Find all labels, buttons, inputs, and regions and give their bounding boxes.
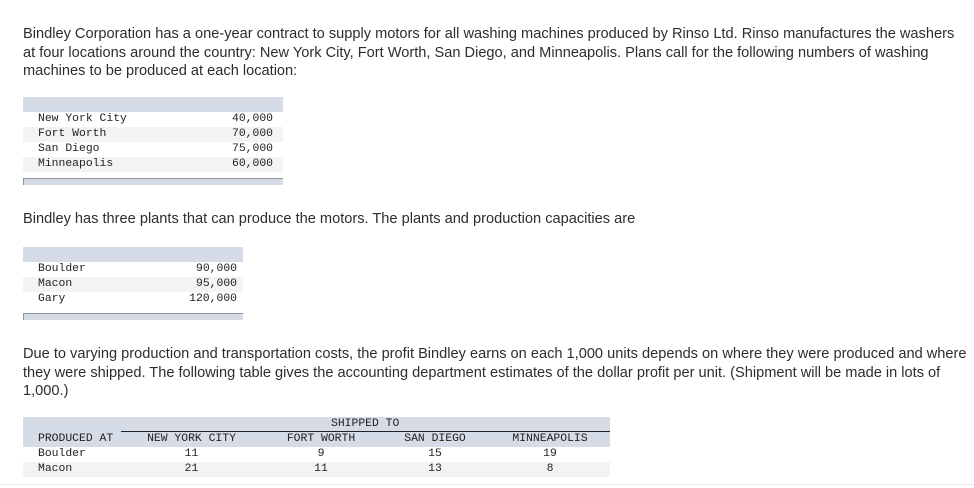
table-row: Macon 95,000 [23,277,243,292]
table-footer-bar [23,178,283,185]
capacity-cell: 120,000 [189,293,237,305]
column-header: NEW YORK CITY [147,433,236,445]
location-cell: Fort Worth [38,128,107,140]
table-column-header-row: PRODUCED AT NEW YORK CITY FORT WORTH SAN… [23,432,610,447]
divider [0,484,974,485]
table-row: Minneapolis 60,000 [23,157,283,172]
plant-cell: Boulder [38,263,86,275]
plant-cell: Macon [38,463,73,475]
table-row: Boulder 90,000 [23,262,243,277]
location-cell: San Diego [38,143,100,155]
table-group-header: SHIPPED TO [23,417,610,432]
location-cell: New York City [38,113,127,125]
profit-cell: 15 [428,448,442,460]
table-header-bar [23,97,283,112]
quantity-cell: 60,000 [231,158,273,170]
plant-cell: Gary [38,293,66,305]
profit-cell: 13 [428,463,442,475]
column-header: FORT WORTH [286,433,356,445]
plant-cell: Boulder [38,448,86,460]
capacity-cell: 90,000 [195,263,237,275]
table-row: Fort Worth 70,000 [23,127,283,142]
profit-cell: 21 [184,463,199,475]
column-header: PRODUCED AT [38,433,114,445]
profit-cell: 11 [314,463,328,475]
table-row: Boulder 11 9 15 19 [23,447,610,462]
intro-paragraph: Bindley Corporation has a one-year contr… [23,26,955,79]
column-header: MINNEAPOLIS [512,433,588,445]
table-row: Macon 21 11 13 8 [23,462,610,477]
profit-table: SHIPPED TO PRODUCED AT NEW YORK CITY FOR… [23,417,610,477]
quantity-cell: 70,000 [231,128,273,140]
profit-cell: 11 [184,448,199,460]
table-footer-bar [23,313,243,320]
profit-paragraph: Due to varying production and transporta… [23,346,967,399]
quantity-cell: 75,000 [231,143,273,155]
quantity-cell: 40,000 [231,113,273,125]
capacity-cell: 95,000 [195,278,237,290]
table-row: Gary 120,000 [23,292,243,307]
profit-cell: 19 [543,448,557,460]
table-row: San Diego 75,000 [23,142,283,157]
table-header-bar [23,247,243,262]
demand-table: New York City 40,000 Fort Worth 70,000 S… [23,97,283,185]
table-row: New York City 40,000 [23,112,283,127]
header-rule [121,431,610,432]
column-header: SAN DIEGO [404,433,466,445]
plant-cell: Macon [38,278,73,290]
location-cell: Minneapolis [38,158,114,170]
shipped-to-header: SHIPPED TO [331,418,400,430]
profit-cell: 8 [546,463,554,475]
profit-cell: 9 [317,448,325,460]
capacity-table: Boulder 90,000 Macon 95,000 Gary 120,000 [23,247,243,320]
plants-paragraph: Bindley has three plants that can produc… [23,211,636,227]
